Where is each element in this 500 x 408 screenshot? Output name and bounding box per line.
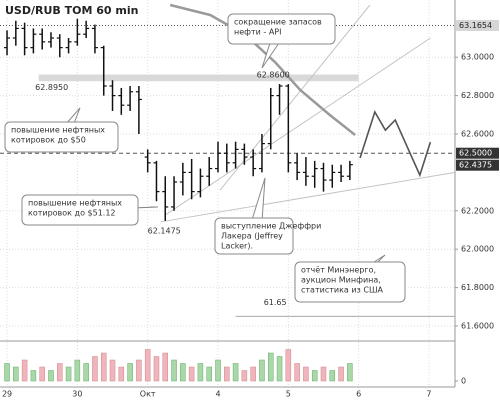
level-label: 62.4375	[459, 161, 492, 170]
volume-bar	[57, 363, 63, 382]
x-tick-label: 7	[426, 390, 431, 399]
volume-bar	[65, 366, 72, 382]
level-box	[456, 147, 499, 159]
volume-bar	[241, 370, 248, 382]
callout-box	[227, 13, 336, 45]
y-tick-label: 63.0000	[461, 53, 494, 62]
callout-text: сокращение запасов	[234, 18, 322, 27]
volume-bar	[100, 352, 107, 382]
y-tick-label: 62.2000	[461, 206, 494, 215]
callout-text: котировок до $50	[11, 136, 86, 145]
level-label: 63.1654	[459, 21, 492, 30]
chart-title: USD/RUB TOM 60 min	[5, 4, 138, 17]
volume-bar	[320, 366, 327, 382]
volume-bar	[171, 359, 177, 382]
volume-bar	[224, 366, 230, 382]
volume-bar	[136, 359, 142, 382]
price-label: 62.8600	[257, 71, 290, 80]
forecast-line	[359, 109, 432, 178]
volume-bar	[144, 349, 151, 382]
x-tick-label: 29	[2, 390, 12, 399]
y-tick-label: 62.8000	[461, 91, 494, 100]
volume-bar	[303, 366, 309, 382]
volume-bar	[48, 370, 54, 382]
volume-bar	[197, 363, 204, 382]
moving-average	[169, 3, 356, 136]
y-tick-label: 61.8000	[461, 283, 494, 292]
callout-text: Лакера (Jeffrey	[221, 232, 283, 241]
callout-box	[4, 121, 119, 153]
volume-bar	[13, 366, 19, 382]
volume-bar	[30, 370, 37, 382]
volume-bar	[21, 359, 28, 382]
title-bg	[2, 3, 120, 18]
x-tick-label: 30	[72, 390, 82, 399]
volume-bar	[83, 363, 89, 382]
callout-text: повышение нефтяных	[11, 126, 105, 135]
volume-bar	[162, 352, 169, 382]
zone-band	[38, 74, 359, 82]
volume-bar	[338, 366, 344, 382]
level-label: 62.5000	[459, 149, 492, 158]
callout-box	[21, 194, 139, 226]
callout-text: выступление Джеффри	[221, 222, 321, 231]
volume-bar	[188, 366, 195, 382]
volume-bar	[285, 349, 292, 382]
x-tick-label: 4	[215, 390, 220, 399]
volume-bar	[74, 359, 81, 382]
callout-text: повышение нефтяных	[28, 199, 122, 208]
price-label: 61.65	[264, 298, 287, 307]
volume-bar	[215, 359, 221, 382]
level-box	[456, 159, 499, 171]
volume-bar	[153, 356, 160, 382]
volume-bar	[118, 366, 125, 382]
volume-bar	[259, 359, 265, 382]
volume-bar	[347, 363, 353, 382]
price-label: 62.1475	[148, 226, 181, 235]
volume-bar	[329, 370, 336, 382]
level-box	[456, 19, 499, 31]
callout-text: отчёт Минэнерго,	[301, 266, 376, 275]
callout-box	[294, 261, 406, 303]
callout-text: нефти - API	[234, 28, 281, 37]
volume-bar	[180, 363, 186, 382]
callout-text: котировок до $51.12	[28, 209, 116, 218]
trend-line	[160, 171, 456, 223]
x-tick-label: Окт	[140, 390, 156, 399]
volume-tick-label: 0	[461, 377, 466, 386]
volume-bar	[206, 366, 212, 382]
volume-bar	[267, 352, 274, 382]
volume-bar	[109, 359, 116, 382]
volume-bar	[276, 356, 283, 382]
y-tick-label: 62.6000	[461, 130, 494, 139]
x-tick-label: 6	[356, 390, 361, 399]
volume-bar	[311, 370, 318, 382]
volume-bar	[127, 363, 133, 382]
volume-bar	[92, 356, 98, 382]
y-tick-label: 62.0000	[461, 245, 494, 254]
y-tick-label: 61.6000	[461, 321, 494, 330]
price-label: 62.8950	[35, 83, 68, 92]
callout-text: статистика из США	[301, 286, 383, 295]
volume-bar	[250, 366, 256, 382]
volume-bar	[39, 366, 45, 382]
callout-text: аукцион Минфина,	[301, 276, 381, 285]
callout-box	[214, 217, 294, 255]
volume-bar	[4, 363, 10, 382]
callout-text: Lacker).	[221, 242, 253, 251]
volume-bar	[294, 363, 300, 382]
x-tick-label: 5	[286, 390, 291, 399]
volume-bar	[232, 363, 239, 382]
